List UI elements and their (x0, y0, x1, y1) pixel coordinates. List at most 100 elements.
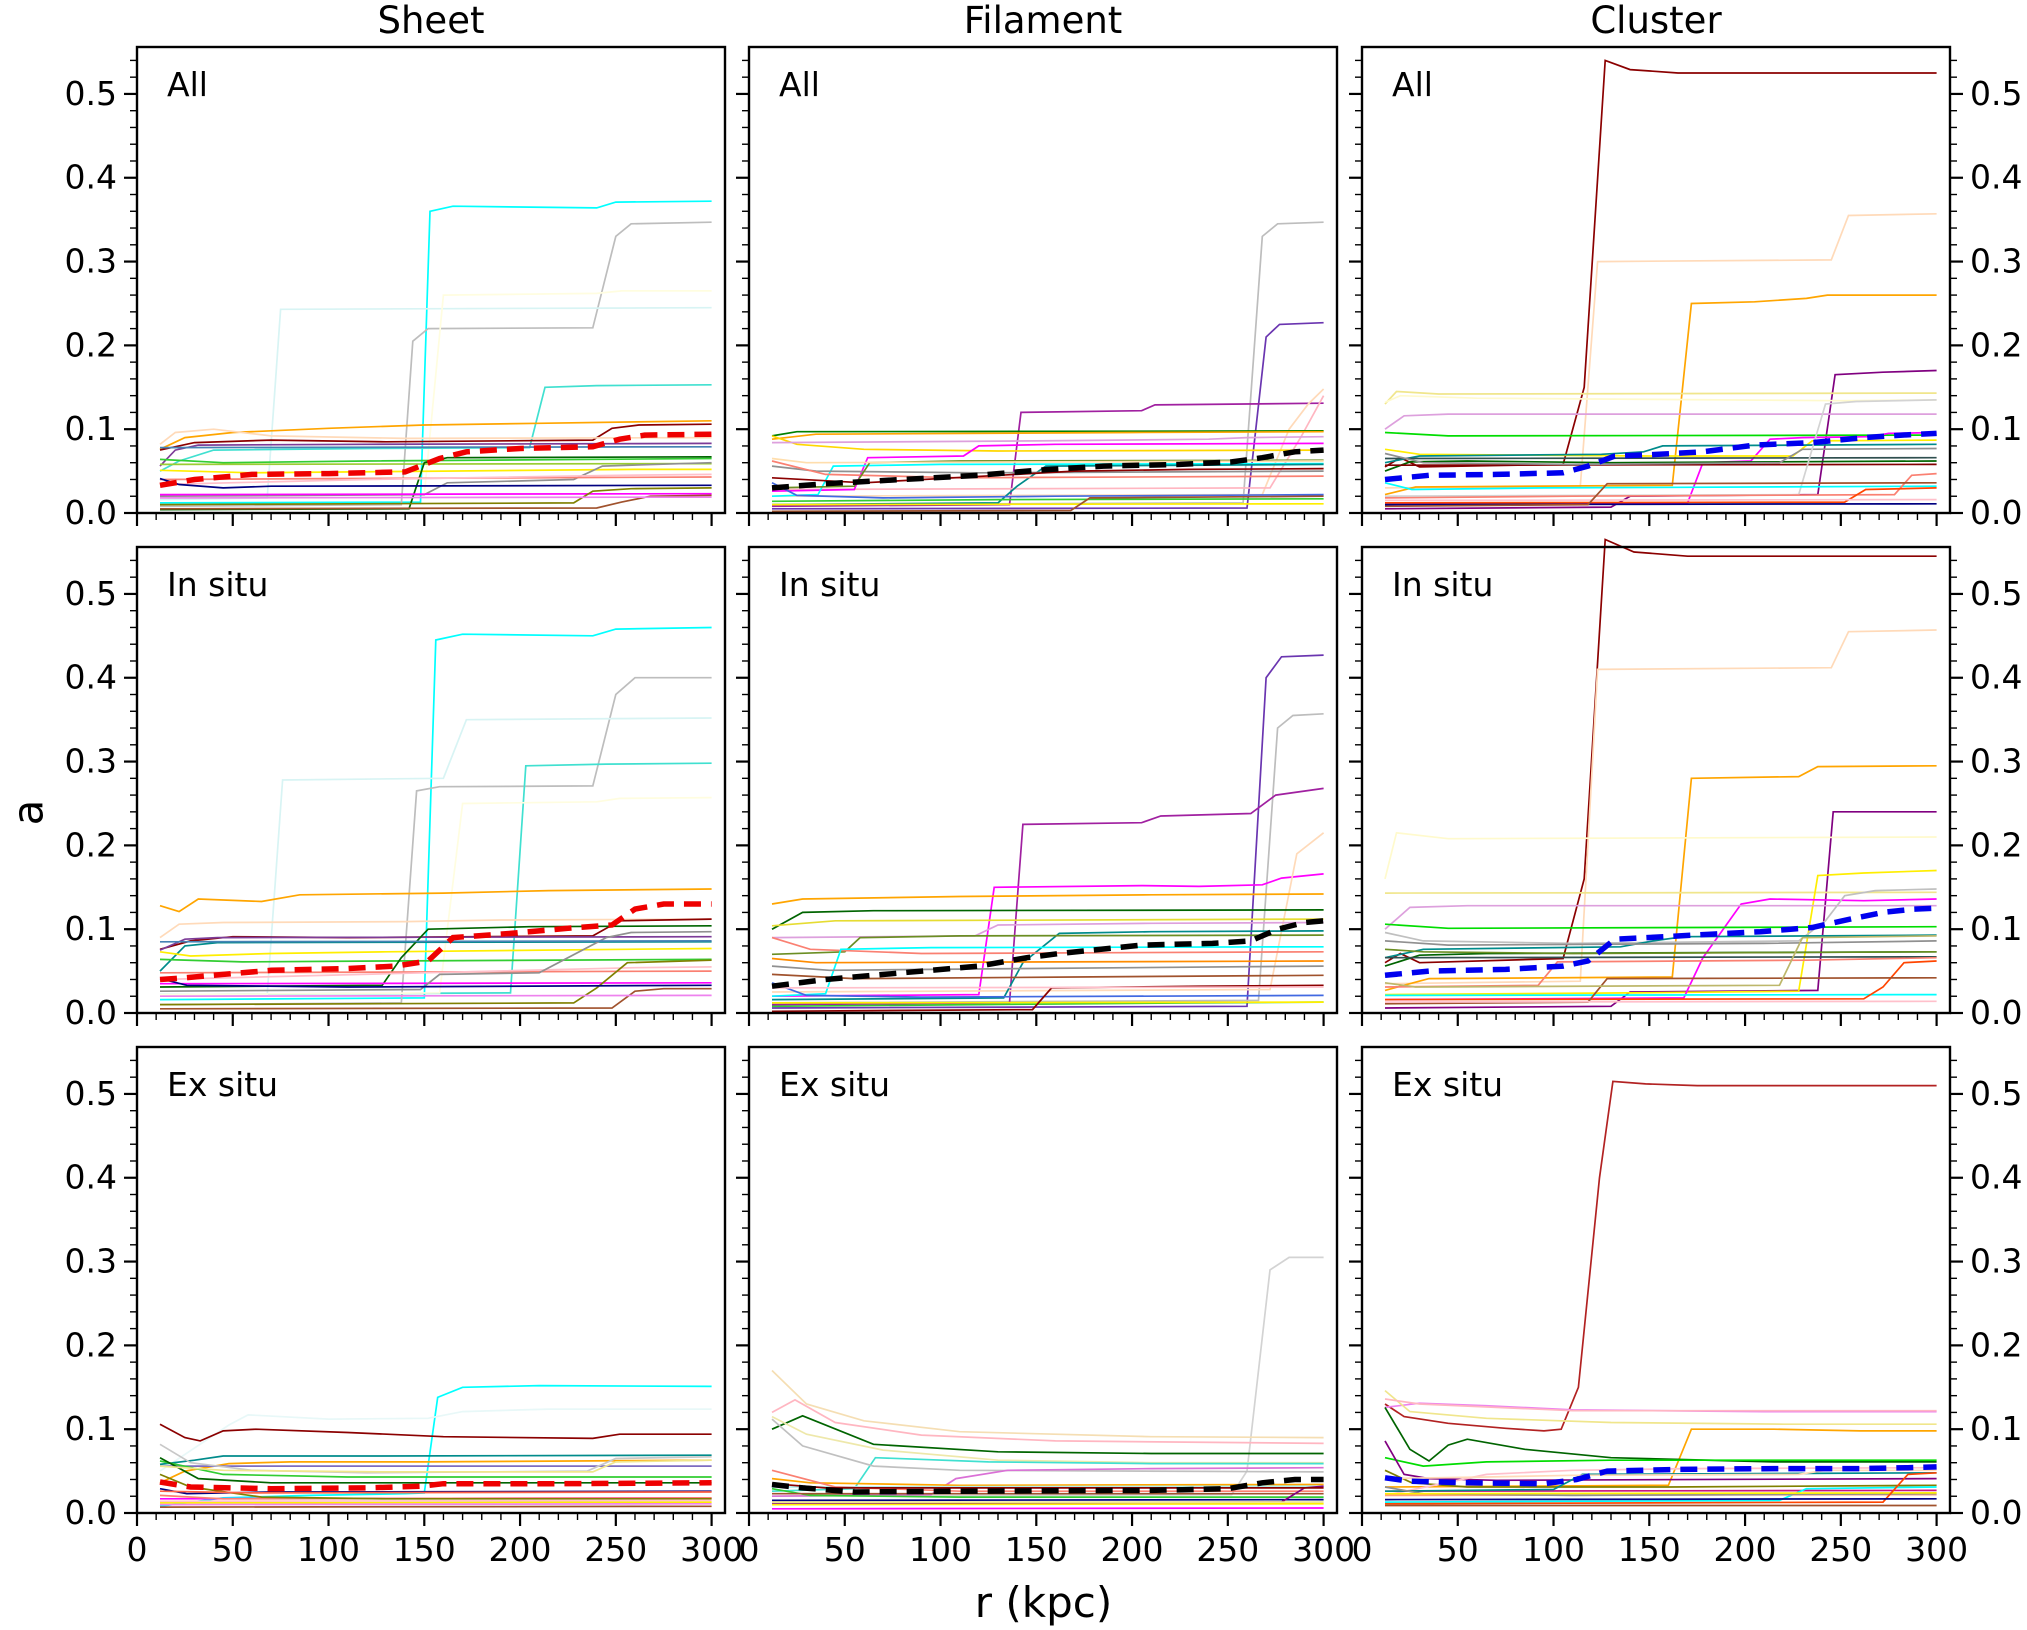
median-line (1384, 1464, 1937, 1487)
data-line (771, 909, 1324, 930)
data-line (771, 395, 1325, 491)
data-line (1384, 869, 1937, 996)
y-axis-label: a (3, 799, 53, 826)
svg-text:0.0: 0.0 (65, 993, 117, 1032)
data-line (1384, 431, 1937, 506)
data-line (1384, 898, 1937, 1001)
data-line (771, 465, 1324, 474)
column-title-cluster: Cluster (1590, 0, 1722, 42)
data-line (159, 423, 712, 451)
data-line (1384, 1406, 1937, 1463)
data-line (159, 306, 712, 501)
panel-filament-in-situ (736, 545, 1339, 1026)
data-line (771, 1256, 1324, 1498)
svg-text:50: 50 (1437, 1530, 1479, 1569)
data-line (771, 873, 1324, 998)
data-line (771, 787, 1324, 1006)
data-line (771, 936, 1324, 955)
data-line (771, 1487, 1324, 1498)
svg-text:300: 300 (1292, 1530, 1355, 1569)
data-line (159, 1499, 712, 1503)
panel-cluster-in-situ: 0.0 0.1 0.2 0.3 0.4 0.5 (1349, 538, 2022, 1032)
svg-text:100: 100 (297, 1530, 360, 1569)
data-line (771, 435, 1324, 452)
svg-text:150: 150 (1005, 1530, 1068, 1569)
median-line (771, 1476, 1324, 1495)
data-line (1384, 538, 1937, 964)
panel-label-sheet-exsitu: Ex situ (167, 1065, 279, 1104)
data-line (771, 1001, 1324, 1004)
svg-text:0.2: 0.2 (65, 325, 117, 364)
svg-text:0.1: 0.1 (65, 409, 117, 448)
data-line (771, 918, 1324, 927)
svg-text:0.5: 0.5 (1970, 74, 2022, 113)
data-line (159, 462, 712, 466)
svg-text:0.4: 0.4 (65, 158, 117, 197)
data-line (1384, 923, 1937, 930)
svg-text:0.0: 0.0 (65, 1493, 117, 1532)
data-line (1384, 831, 1937, 880)
data-line (1384, 960, 1937, 1001)
svg-text:0: 0 (1352, 1530, 1373, 1569)
data-line (159, 221, 712, 508)
svg-text:0.4: 0.4 (1970, 658, 2022, 697)
median-line (159, 1479, 712, 1492)
data-line (771, 502, 1324, 506)
data-line (771, 442, 1324, 493)
panel-filament-ex-situ: 0 50 100 150 200 250 300 (736, 1045, 1355, 1569)
data-line (159, 457, 712, 464)
data-line (159, 940, 712, 972)
panel-sheet-in-situ: 0.0 0.1 0.2 0.3 0.4 0.5 (65, 545, 727, 1032)
data-line (771, 1414, 1324, 1455)
svg-text:0.0: 0.0 (1970, 493, 2022, 532)
data-line (1384, 1471, 1937, 1505)
data-line (771, 986, 1324, 989)
data-line (1384, 481, 1937, 508)
svg-text:0.1: 0.1 (1970, 909, 2022, 948)
data-line (159, 200, 712, 504)
data-line (159, 496, 712, 499)
svg-text:300: 300 (1905, 1530, 1968, 1569)
data-line (1384, 1486, 1937, 1497)
data-line (159, 1490, 712, 1494)
data-line (1384, 487, 1937, 504)
svg-text:0.2: 0.2 (65, 1325, 117, 1364)
data-line (771, 1466, 1324, 1498)
data-line (771, 430, 1324, 441)
data-line (159, 959, 712, 1006)
svg-text:0.1: 0.1 (65, 1409, 117, 1448)
data-line (1384, 443, 1937, 464)
data-line (1384, 948, 1937, 955)
data-line (1384, 1389, 1937, 1426)
data-line (159, 918, 712, 951)
svg-text:0.5: 0.5 (65, 74, 117, 113)
panel-sheet-all: 0.0 0.1 0.2 0.3 0.4 0.5 (65, 45, 727, 532)
data-line (771, 934, 1324, 956)
data-line (159, 947, 712, 957)
data-line (159, 958, 712, 963)
svg-text:200: 200 (489, 1530, 552, 1569)
svg-text:0.1: 0.1 (1970, 409, 2022, 448)
svg-text:0.2: 0.2 (1970, 825, 2022, 864)
data-line (1384, 1492, 1937, 1495)
data-line (1384, 1080, 1937, 1432)
data-line (771, 1477, 1324, 1487)
svg-text:0: 0 (739, 1530, 760, 1569)
median-line (1384, 905, 1937, 979)
data-line (159, 626, 712, 1001)
svg-text:0.3: 0.3 (65, 242, 117, 281)
data-line (1384, 904, 1937, 930)
panel-label-cluster-insitu: In situ (1392, 565, 1494, 604)
svg-text:0.2: 0.2 (1970, 325, 2022, 364)
data-line (159, 1459, 712, 1484)
data-line (159, 888, 712, 913)
column-title-sheet: Sheet (377, 0, 485, 42)
data-line (159, 1459, 712, 1473)
svg-text:0.5: 0.5 (65, 1074, 117, 1113)
svg-text:300: 300 (680, 1530, 743, 1569)
data-line (771, 482, 1324, 499)
column-title-filament: Filament (963, 0, 1123, 42)
panel-label-filament-insitu: In situ (779, 565, 881, 604)
